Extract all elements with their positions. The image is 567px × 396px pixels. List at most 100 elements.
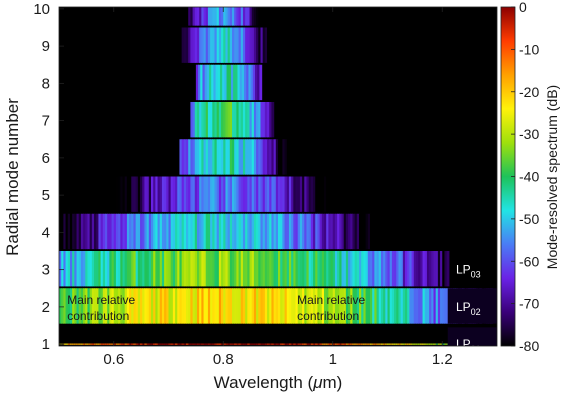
heatmap-cell [159,343,163,345]
heatmap-cell [109,343,113,345]
heatmap-cell [164,343,167,345]
heatmap-cell [140,343,143,345]
heatmap-cell [361,251,365,287]
heatmap-cell [210,139,213,175]
heatmap-cell [155,288,159,324]
heatmap-cell [223,213,227,250]
heatmap-cell [183,176,187,212]
heatmap-cell [258,139,262,175]
heatmap-cell [133,176,137,212]
heatmap-cell [72,251,75,287]
heatmap-cell [177,343,181,345]
heatmap-cell [278,343,281,345]
heatmap-cell [98,176,102,212]
y-tick-label: 5 [42,187,50,204]
colorbar-tick-label: -80 [519,338,539,354]
heatmap-cell [100,288,104,324]
heatmap-cell [273,176,277,212]
heatmap-cell [378,343,382,345]
heatmap-cell [146,213,150,250]
heatmap-cell [280,176,283,212]
heatmap-cell [214,101,218,138]
heatmap-cell [179,251,183,287]
heatmap-cell [339,343,343,345]
heatmap-cell [372,251,375,287]
heatmap-cell [85,288,89,324]
heatmap-cell [372,213,375,250]
heatmap-cell [235,64,239,101]
heatmap-cell [168,251,172,287]
heatmap-cell [142,213,146,250]
heatmap-cell [122,343,126,345]
heatmap-cell [140,251,143,287]
heatmap-cell [207,251,211,287]
heatmap-cell [321,288,325,324]
heatmap-cell [440,343,443,345]
heatmap-cell [203,288,207,324]
heatmap-cell [188,7,191,26]
heatmap-cell [216,139,220,175]
heatmap-cell [65,176,69,212]
heatmap-cell [146,343,150,345]
heatmap-cell [249,288,253,324]
heatmap-cell [369,213,373,250]
heatmap-cell [96,288,100,324]
heatmap-cell [310,343,314,345]
heatmap-cell [302,343,305,345]
heatmap-cell [207,7,211,26]
heatmap-cell [321,176,325,212]
heatmap-cell [172,343,176,345]
heatmap-cell [361,176,365,212]
heatmap-cell [369,251,373,287]
heatmap-cell [343,213,347,250]
heatmap-cell [65,288,69,324]
heatmap-cell [201,251,205,287]
heatmap-cell [172,176,176,212]
heatmap-cell [210,288,213,324]
heatmap-cell [262,27,266,63]
heatmap-cell [437,343,441,345]
heatmap-cell [161,213,165,250]
heatmap-cell [194,176,198,212]
annotation-main-left-line1: Main relative [67,293,135,307]
heatmap-cell [383,213,386,250]
heatmap-cell [234,213,237,250]
heatmap-cell [172,251,176,287]
heatmap-cell [69,288,73,324]
heatmap-cell [405,288,408,324]
heatmap-cell [153,176,156,212]
heatmap-cell [402,213,406,250]
heatmap-cell [232,176,235,212]
heatmap-cell [284,251,288,287]
heatmap-cell [214,288,218,324]
heatmap-cell [291,139,294,175]
heatmap-cell [260,176,264,212]
heatmap-cell [194,27,198,63]
heatmap-cell [192,7,196,26]
heatmap-cell [326,251,329,287]
heatmap-cell [223,176,227,212]
heatmap-cell [295,288,299,324]
heatmap-cell [411,176,415,212]
heatmap-cell [372,343,375,345]
heatmap-cell [129,251,132,287]
heatmap-cell [194,7,198,26]
heatmap-cell [343,251,347,287]
heatmap-cell [218,288,222,324]
heatmap-cell [157,288,161,324]
heatmap-cell [275,343,279,345]
heatmap-cell [223,288,227,324]
heatmap-cell [391,343,395,345]
heatmap-cell [188,288,191,324]
heatmap-cell [232,7,235,26]
heatmap-cell [190,7,194,26]
heatmap-cell [240,101,244,138]
heatmap-cell [107,213,110,250]
heatmap-cell [85,213,89,250]
lp-label-box [447,288,497,324]
heatmap-cell [262,139,266,175]
heatmap-cell [326,343,329,345]
heatmap-cell [194,288,198,324]
heatmap-cell [69,343,73,345]
heatmap-cell [155,343,159,345]
